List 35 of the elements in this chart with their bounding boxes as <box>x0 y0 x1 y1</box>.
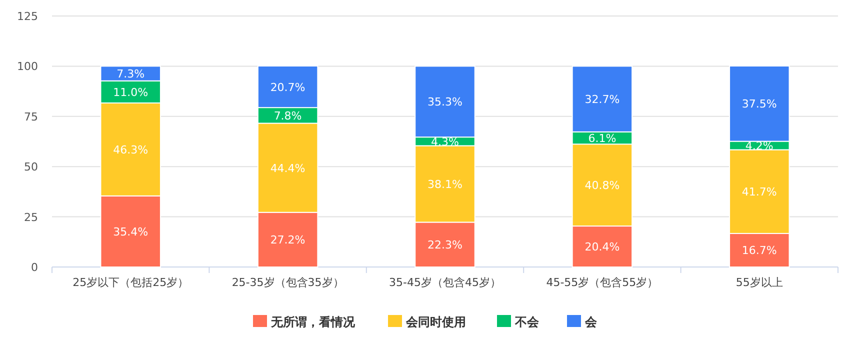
legend-label: 会同时使用 <box>405 315 466 329</box>
data-label: 40.8% <box>584 179 620 192</box>
data-label: 35.4% <box>113 225 148 238</box>
y-tick-label: 125 <box>17 10 38 23</box>
data-label: 32.7% <box>584 93 620 106</box>
data-label: 16.7% <box>742 244 777 258</box>
data-label: 4.3% <box>431 135 459 148</box>
data-label: 41.7% <box>742 186 777 199</box>
data-label: 11.0% <box>113 86 148 99</box>
x-tick-label: 25-35岁（包含35岁） <box>232 276 344 289</box>
data-label: 7.3% <box>116 68 145 81</box>
x-tick-label: 45-55岁（包含55岁） <box>546 276 658 289</box>
data-label: 20.4% <box>584 240 620 254</box>
data-label: 35.3% <box>428 96 462 109</box>
data-label: 22.3% <box>428 238 462 252</box>
y-tick-label: 100 <box>17 60 38 74</box>
x-tick-label: 35-45岁（包含45岁） <box>389 276 501 289</box>
data-label: 44.4% <box>270 162 306 175</box>
data-label: 38.1% <box>428 178 462 191</box>
x-tick-label: 25岁以下（包括25岁） <box>72 276 189 289</box>
legend-label: 不会 <box>514 315 540 329</box>
data-label: 27.2% <box>270 234 306 247</box>
data-label: 46.3% <box>113 143 148 156</box>
data-label: 7.8% <box>274 109 302 122</box>
data-label: 6.1% <box>588 132 616 145</box>
x-tick-label: 55岁以上 <box>736 276 783 289</box>
data-label: 37.5% <box>742 98 777 111</box>
y-tick-label: 50 <box>24 160 38 174</box>
data-label: 4.2% <box>745 140 774 153</box>
legend-label: 无所谓，看情况 <box>270 315 356 329</box>
data-label: 20.7% <box>270 80 306 94</box>
legend-label: 会 <box>584 315 598 329</box>
y-tick-label: 25 <box>24 210 38 224</box>
y-tick-label: 0 <box>31 261 38 274</box>
y-tick-label: 75 <box>24 110 38 124</box>
